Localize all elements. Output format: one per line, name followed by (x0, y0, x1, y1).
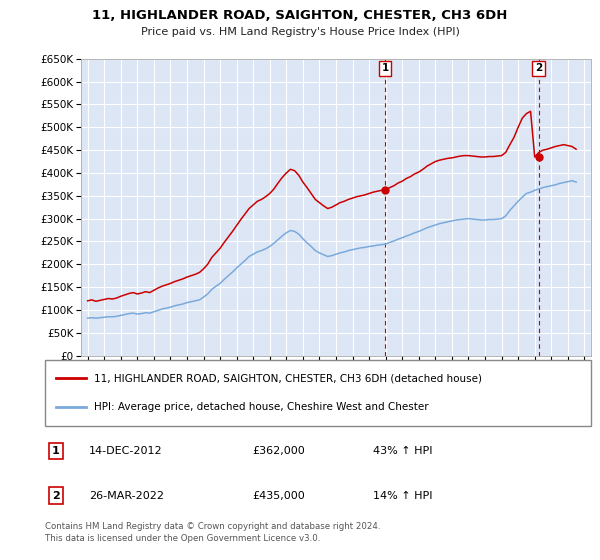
Text: 1: 1 (382, 63, 389, 73)
Text: 2: 2 (535, 63, 542, 73)
Text: 2: 2 (52, 491, 60, 501)
FancyBboxPatch shape (45, 360, 591, 426)
Text: 14-DEC-2012: 14-DEC-2012 (89, 446, 163, 456)
Text: 26-MAR-2022: 26-MAR-2022 (89, 491, 164, 501)
Text: £435,000: £435,000 (253, 491, 305, 501)
Text: HPI: Average price, detached house, Cheshire West and Chester: HPI: Average price, detached house, Ches… (94, 402, 429, 412)
Text: 11, HIGHLANDER ROAD, SAIGHTON, CHESTER, CH3 6DH (detached house): 11, HIGHLANDER ROAD, SAIGHTON, CHESTER, … (94, 373, 482, 383)
Text: 11, HIGHLANDER ROAD, SAIGHTON, CHESTER, CH3 6DH: 11, HIGHLANDER ROAD, SAIGHTON, CHESTER, … (92, 9, 508, 22)
Text: £362,000: £362,000 (253, 446, 305, 456)
Text: 1: 1 (52, 446, 60, 456)
Text: 43% ↑ HPI: 43% ↑ HPI (373, 446, 432, 456)
Text: Contains HM Land Registry data © Crown copyright and database right 2024.
This d: Contains HM Land Registry data © Crown c… (45, 522, 380, 543)
Text: 14% ↑ HPI: 14% ↑ HPI (373, 491, 432, 501)
Text: Price paid vs. HM Land Registry's House Price Index (HPI): Price paid vs. HM Land Registry's House … (140, 27, 460, 38)
